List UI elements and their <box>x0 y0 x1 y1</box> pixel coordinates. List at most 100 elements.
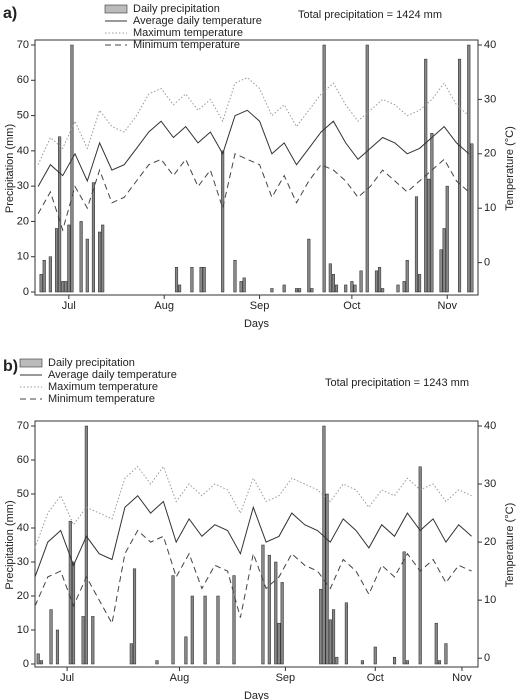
precip-bar <box>445 185 449 293</box>
precip-bar <box>190 267 194 293</box>
precip-bar <box>418 466 422 665</box>
precip-bar <box>344 284 348 293</box>
precip-bar <box>328 619 332 665</box>
y2-tick-label: 40 <box>484 420 496 432</box>
precip-bar <box>184 636 188 665</box>
precip-bar <box>70 44 74 293</box>
precip-bar <box>71 561 76 665</box>
annotation: Total precipitation = 1243 mm <box>325 377 469 389</box>
y2-tick-label: 0 <box>484 257 490 269</box>
precip-bar <box>81 616 85 665</box>
precip-bar <box>402 281 406 293</box>
legend-label: Daily precipitation <box>48 357 135 369</box>
precip-bar <box>54 228 59 293</box>
precip-bar <box>405 259 409 293</box>
y-tick-label: 60 <box>17 74 29 86</box>
precip-bar <box>216 595 220 665</box>
precip-bar <box>319 588 323 665</box>
y-tick-label: 60 <box>17 454 29 466</box>
precip-bar <box>171 575 175 665</box>
x-tick-label: Jul <box>62 300 76 312</box>
precip-bar <box>392 656 397 665</box>
precip-bar <box>344 602 348 665</box>
y-tick-label: 20 <box>17 215 29 227</box>
precip-bar <box>101 224 105 293</box>
y-tick-label: 40 <box>17 145 29 157</box>
precip-bar <box>39 660 43 665</box>
precip-bar <box>132 568 137 665</box>
precip-bar <box>79 221 83 293</box>
precip-bar <box>55 629 60 665</box>
x-tick-label: Sep <box>250 300 270 312</box>
y-tick-label: 70 <box>17 39 29 51</box>
y-axis-label: Precipitation (mm) <box>4 500 16 589</box>
precip-bar <box>42 259 46 293</box>
temperature-line <box>34 494 472 578</box>
precip-bar <box>199 267 203 293</box>
y2-tick-label: 30 <box>484 93 496 105</box>
precip-bar <box>261 544 265 665</box>
precip-bar <box>307 238 311 293</box>
precip-bar <box>322 44 326 293</box>
precip-bar <box>221 150 225 293</box>
precip-bar <box>84 425 88 665</box>
precip-bar <box>68 520 72 665</box>
precip-bar <box>58 136 62 293</box>
legend-label: Minimum temperature <box>133 39 240 51</box>
annotation: Total precipitation = 1424 mm <box>298 9 442 21</box>
y2-axis-label: Temperature (°C) <box>504 126 516 210</box>
precip-bar <box>335 656 339 665</box>
y2-axis-label: Temperature (°C) <box>504 503 516 587</box>
precip-bar <box>91 182 96 293</box>
panel-label: a) <box>3 5 17 22</box>
precip-bar <box>396 284 400 293</box>
precip-bar <box>98 231 102 293</box>
x-tick-label: Nov <box>452 672 472 684</box>
precip-bar <box>353 284 357 293</box>
precip-bar <box>233 259 237 293</box>
y-axis-label: Precipitation (mm) <box>4 124 16 213</box>
precip-bar <box>294 288 299 293</box>
precip-bar <box>178 284 182 293</box>
legend-swatch <box>19 358 43 368</box>
precip-bar <box>467 44 471 293</box>
precip-bar <box>439 249 443 293</box>
y-tick-label: 30 <box>17 556 29 568</box>
x-axis-label: Days <box>244 690 270 700</box>
precip-bar <box>360 660 364 665</box>
precip-bar <box>373 646 377 665</box>
legend-label: Maximum temperature <box>133 27 243 39</box>
precip-bar <box>427 178 431 293</box>
y-tick-label: 50 <box>17 488 29 500</box>
precip-bar <box>274 561 278 665</box>
precip-bar <box>402 551 406 665</box>
y2-tick-label: 10 <box>484 594 496 606</box>
precip-bar <box>67 224 71 293</box>
y2-tick-label: 20 <box>484 536 496 548</box>
precip-bar <box>129 643 133 665</box>
plot-frame <box>34 39 479 296</box>
precip-bar <box>36 653 40 665</box>
precip-bar <box>374 270 379 293</box>
precip-bar <box>328 263 332 293</box>
precip-bar <box>365 44 369 293</box>
temperature-line <box>37 109 470 187</box>
precip-bar <box>444 643 448 665</box>
precip-bar <box>270 288 274 293</box>
temperature-line <box>34 529 472 625</box>
y2-tick-label: 30 <box>484 478 496 490</box>
precip-bar <box>331 609 336 665</box>
y-tick-label: 30 <box>17 180 29 192</box>
y-tick-label: 20 <box>17 590 29 602</box>
precip-bar <box>49 609 53 665</box>
y-tick-label: 70 <box>17 420 29 432</box>
temperature-line <box>37 153 470 232</box>
precip-bar <box>282 284 286 293</box>
temperature-line <box>34 465 472 549</box>
x-tick-label: Oct <box>343 300 360 312</box>
precip-bar <box>350 281 354 293</box>
precip-bar <box>378 267 382 293</box>
precip-bar <box>267 554 271 665</box>
precip-bar <box>91 616 95 665</box>
